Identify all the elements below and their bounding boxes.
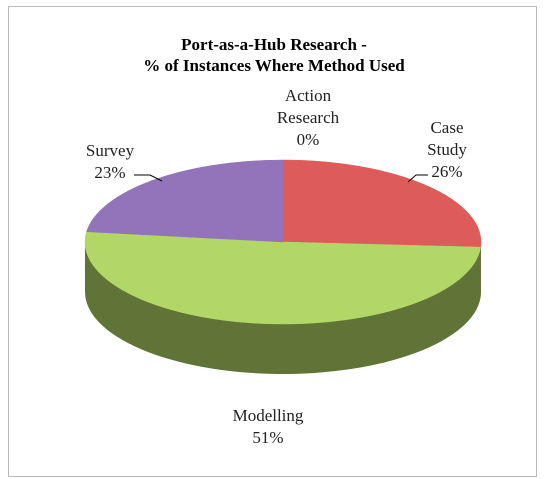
pie-slice [84,231,481,325]
leader-line [134,174,163,182]
chart-title: Port-as-a-Hub Research - % of Instances … [143,35,405,75]
value-label: 0% [296,130,320,149]
pie-slice-side [85,242,481,374]
value-label: 26% [431,162,463,181]
data-label: Action Research 0% [277,85,339,151]
data-label: Case Study 26% [427,117,467,183]
value-label: 23% [94,163,126,182]
value-label: 51% [252,428,284,447]
pie-slice [86,159,284,243]
category-label: Case Study [427,118,467,159]
leader-line [407,174,428,183]
data-label: Survey 23% [86,140,134,184]
category-label: Action Research [276,86,340,127]
pie-slice [282,159,482,248]
category-label: Modelling [232,406,304,425]
data-label: Modelling 51% [233,405,304,449]
category-label: Survey [85,141,135,160]
